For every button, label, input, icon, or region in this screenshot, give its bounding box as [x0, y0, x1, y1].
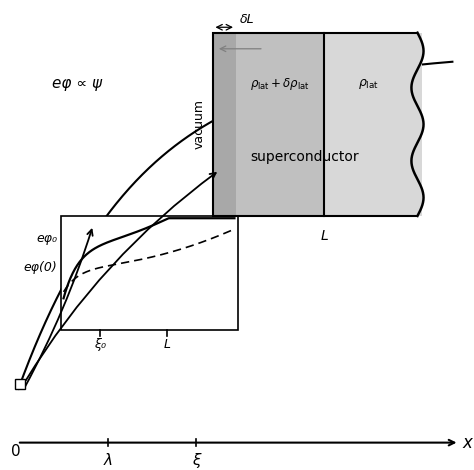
Text: λ: λ [103, 453, 112, 468]
Bar [212, 33, 236, 216]
Text: δL: δL [239, 13, 254, 25]
Text: eφ(0): eφ(0) [24, 261, 57, 274]
Text: vacuum: vacuum [193, 99, 206, 149]
Text: superconductor: superconductor [250, 150, 359, 164]
Text: 0: 0 [11, 444, 20, 459]
Bar [236, 33, 324, 216]
Bar [324, 33, 422, 216]
Text: $\rho_\mathrm{lat}$: $\rho_\mathrm{lat}$ [358, 77, 379, 91]
Text: x: x [463, 434, 473, 452]
Text: eφ ∝ ψ: eφ ∝ ψ [52, 76, 102, 91]
Text: L: L [164, 338, 171, 351]
Text: eφ₀: eφ₀ [36, 232, 57, 245]
Text: L: L [320, 229, 328, 243]
Bar [212, 33, 324, 216]
Text: ξ: ξ [192, 453, 201, 468]
Text: ξ₀: ξ₀ [94, 338, 106, 351]
Bar [15, 379, 26, 389]
Text: $\rho_\mathrm{lat}+\delta\rho_\mathrm{lat}$: $\rho_\mathrm{lat}+\delta\rho_\mathrm{la… [250, 76, 310, 92]
Bar [61, 216, 238, 330]
